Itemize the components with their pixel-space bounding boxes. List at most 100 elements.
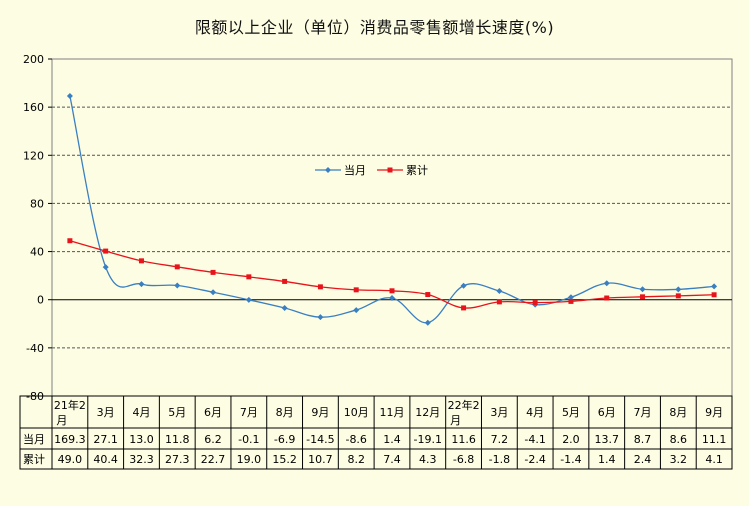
table-cell: 11.1: [702, 433, 727, 446]
x-tick-label: 7月: [240, 406, 258, 419]
table-cell: 1.4: [383, 433, 401, 446]
table-cell: 49.0: [58, 453, 83, 466]
data-point: [424, 319, 431, 326]
data-point: [138, 281, 145, 288]
table-cell: 4.1: [705, 453, 723, 466]
table-cell: 4.3: [419, 453, 437, 466]
table-series-name: 当月: [23, 432, 45, 446]
table-cell: 27.1: [93, 433, 118, 446]
table-cell: 6.2: [204, 433, 222, 446]
data-point: [461, 305, 467, 311]
data-point: [281, 305, 288, 312]
data-point: [245, 296, 252, 303]
table-cell: 2.4: [634, 453, 652, 466]
data-point: [282, 278, 288, 284]
table-cell: 10.7: [308, 453, 333, 466]
x-tick-label: 9月: [705, 406, 723, 419]
table-cell: -6.9: [274, 433, 295, 446]
table-cell: 169.3: [54, 433, 86, 446]
table-cell: 13.0: [129, 433, 154, 446]
data-point: [603, 280, 610, 287]
x-tick-label: 6月: [598, 406, 616, 419]
table-cell: 40.4: [93, 453, 118, 466]
data-point: [102, 264, 109, 271]
data-point: [532, 300, 538, 306]
x-tick-label: 月: [450, 414, 461, 427]
series-group: [66, 92, 718, 326]
table-cell: -19.1: [414, 433, 442, 446]
legend-marker: [325, 167, 331, 173]
table-cell: -8.6: [345, 433, 366, 446]
legend: 当月 累计: [315, 163, 428, 177]
x-tick-label: 8月: [276, 406, 294, 419]
table-cell: 19.0: [237, 453, 262, 466]
y-tick-label: 120: [23, 149, 44, 162]
data-point: [568, 298, 574, 304]
data-point: [460, 282, 467, 289]
x-tick-label: 11月: [380, 406, 405, 419]
table-cell: 8.2: [347, 453, 365, 466]
legend-marker: [387, 167, 393, 173]
table-cell: 13.7: [594, 433, 619, 446]
x-tick-label: 6月: [204, 406, 222, 419]
data-point: [711, 292, 717, 298]
data-point: [496, 288, 503, 295]
table-cell: -1.8: [489, 453, 510, 466]
x-tick-label: 4月: [526, 406, 544, 419]
x-tick-label: 3月: [97, 406, 115, 419]
table-border: [19, 395, 733, 470]
table-cell: -4.1: [524, 433, 545, 446]
x-tick-label: 21年2: [54, 398, 86, 412]
data-point: [66, 92, 73, 99]
data-point: [389, 288, 395, 294]
data-point: [317, 284, 323, 290]
data-point: [246, 274, 252, 280]
x-tick-label: 5月: [562, 406, 580, 419]
table-cell: 1.4: [598, 453, 616, 466]
table-cell: 8.7: [634, 433, 652, 446]
table-cell: 32.3: [129, 453, 154, 466]
chart-title: 限额以上企业（单位）消费品零售额增长速度(%): [194, 18, 555, 37]
x-tick-label: 8月: [669, 406, 687, 419]
y-tick-label: -40: [26, 342, 44, 355]
table-series-name: 累计: [23, 453, 45, 466]
table-cell: 7.4: [383, 453, 401, 466]
x-tick-label: 4月: [132, 406, 150, 419]
data-point: [67, 238, 73, 244]
table-cell: 2.0: [562, 433, 580, 446]
data-point: [138, 258, 144, 264]
y-tick-label: 0: [37, 294, 44, 307]
x-tick-label: 3月: [490, 406, 508, 419]
data-point: [639, 286, 646, 293]
plot-area: [51, 58, 733, 397]
data-point: [675, 293, 681, 299]
table-cell: -2.4: [524, 453, 545, 466]
data-point: [567, 294, 574, 301]
data-point: [210, 289, 217, 296]
table-cell: -6.8: [453, 453, 474, 466]
table-cell: -0.1: [238, 433, 259, 446]
data-point: [604, 295, 610, 301]
data-point: [103, 248, 109, 254]
data-point: [425, 292, 431, 298]
table-cell: 11.8: [165, 433, 190, 446]
table-cell: 7.2: [491, 433, 509, 446]
data-point: [174, 282, 181, 289]
data-point: [640, 294, 646, 300]
x-tick-label: 12月: [415, 406, 440, 419]
data-point: [389, 295, 395, 302]
x-tick-label: 22年2: [448, 398, 480, 412]
table-cell: 15.2: [272, 453, 297, 466]
table-cell: -1.4: [560, 453, 581, 466]
data-point: [711, 283, 718, 290]
x-tick-label: 7月: [634, 406, 652, 419]
data-point: [317, 314, 324, 321]
legend-label: 累计: [406, 164, 428, 177]
data-point: [210, 269, 216, 275]
x-tick-label: 月: [56, 414, 67, 427]
table-cell: 22.7: [201, 453, 226, 466]
data-point: [353, 307, 360, 314]
table-cell: 11.6: [451, 433, 476, 446]
legend-label: 当月: [344, 163, 366, 177]
